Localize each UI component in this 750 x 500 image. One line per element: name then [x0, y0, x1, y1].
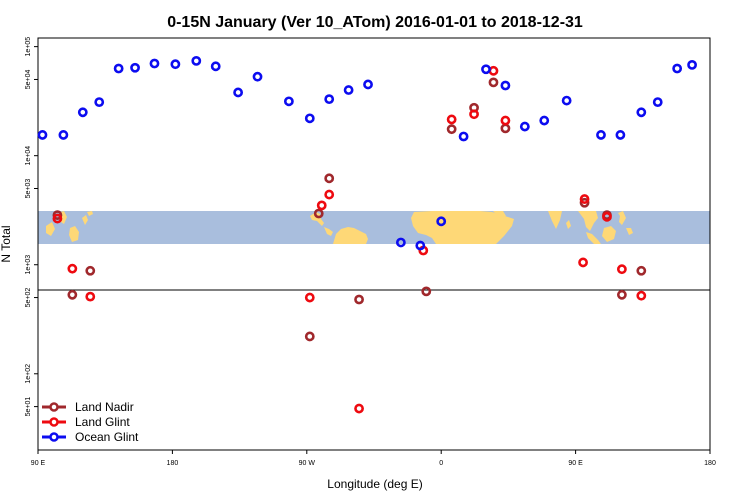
- point-land-nadir: [52, 210, 63, 221]
- point-ocean-glint: [519, 121, 530, 132]
- point-ocean-glint: [77, 107, 88, 118]
- point-land-glint: [578, 257, 588, 268]
- point-land-glint: [636, 290, 647, 301]
- legend-item-ocean-glint: Ocean Glint: [42, 430, 139, 444]
- point-ocean-glint: [500, 80, 511, 91]
- point-land-glint: [316, 200, 327, 211]
- point-ocean-glint: [458, 131, 469, 142]
- x-axis-label: Longitude (deg E): [327, 477, 422, 491]
- point-ocean-glint: [304, 113, 315, 124]
- point-land-nadir: [85, 265, 96, 276]
- point-land-glint: [500, 115, 511, 126]
- point-ocean-glint: [436, 216, 447, 227]
- legend-label-land-nadir: Land Nadir: [75, 400, 134, 414]
- point-land-nadir: [446, 124, 457, 135]
- point-ocean-glint: [539, 115, 550, 126]
- point-ocean-glint: [636, 107, 647, 118]
- legend-item-land-glint: Land Glint: [42, 415, 130, 429]
- point-ocean-glint: [283, 96, 294, 107]
- point-land-glint: [446, 114, 457, 125]
- x-tick-label: 90 E: [31, 460, 46, 467]
- point-ocean-glint: [652, 97, 663, 108]
- x-tick-label: 0: [439, 460, 443, 467]
- plot-axes: [37, 37, 711, 451]
- point-ocean-glint: [37, 130, 48, 140]
- point-ocean-glint: [252, 71, 263, 82]
- point-ocean-glint: [58, 130, 69, 140]
- legend-marker-ocean-glint: [49, 432, 59, 442]
- point-land-glint: [52, 213, 63, 224]
- point-land-nadir: [579, 197, 590, 208]
- legend-marker-land-nadir: [49, 402, 59, 412]
- point-ocean-glint: [130, 62, 140, 73]
- x-axis: 90 E 180 90 W 0 90 E 180: [31, 450, 716, 467]
- point-land-nadir: [304, 331, 315, 342]
- legend: Land Nadir Land Glint Ocean Glint: [42, 400, 139, 444]
- chart-title: 0-15N January (Ver 10_ATom) 2016-01-01 t…: [167, 14, 583, 31]
- point-land-glint: [67, 263, 78, 274]
- y-axis: 5e+01 1e+02 5e+02 1e+03 5e+03 1e+04 5e+04 1e+05: [25, 37, 38, 417]
- point-land-glint: [602, 211, 612, 222]
- y-tick-label: 5e+01: [25, 397, 32, 417]
- y-tick-label: 1e+05: [25, 37, 32, 57]
- y-tick-label: 5e+03: [25, 179, 32, 199]
- point-land-nadir: [488, 77, 499, 88]
- point-ocean-glint: [615, 130, 626, 140]
- x-tick-label: 180: [167, 460, 179, 467]
- world-map-band: [38, 211, 710, 244]
- point-ocean-glint: [363, 79, 373, 90]
- point-ocean-glint: [191, 55, 202, 66]
- point-ocean-glint: [415, 240, 426, 251]
- legend-label-land-glint: Land Glint: [75, 415, 130, 429]
- plot-frame: [37, 37, 711, 451]
- y-tick-label: 1e+02: [25, 364, 32, 384]
- point-land-glint: [616, 264, 627, 275]
- point-land-nadir: [616, 289, 627, 300]
- y-tick-label: 1e+04: [25, 146, 32, 166]
- map-ocean: [38, 211, 710, 244]
- point-ocean-glint: [149, 58, 160, 69]
- point-ocean-glint: [672, 63, 683, 74]
- point-ocean-glint: [687, 59, 697, 70]
- point-ocean-glint: [233, 87, 244, 98]
- x-tick-label: 90 E: [568, 460, 583, 467]
- point-ocean-glint: [324, 94, 335, 105]
- point-land-nadir: [313, 208, 324, 219]
- y-axis-label: N Total: [0, 225, 13, 262]
- data-points: [37, 55, 697, 414]
- point-land-glint: [354, 403, 364, 414]
- y-tick-label: 1e+03: [25, 255, 32, 275]
- x-tick-label: 90 W: [299, 460, 316, 467]
- point-land-nadir: [421, 286, 432, 297]
- point-land-glint: [469, 109, 479, 120]
- point-land-nadir: [636, 265, 647, 276]
- point-ocean-glint: [481, 64, 491, 75]
- point-land-nadir: [67, 289, 78, 300]
- y-tick-label: 5e+02: [25, 288, 32, 308]
- point-ocean-glint: [170, 59, 181, 70]
- x-tick-label: 180: [704, 460, 716, 467]
- point-ocean-glint: [395, 237, 406, 248]
- point-ocean-glint: [113, 63, 124, 74]
- point-land-glint: [324, 189, 335, 200]
- legend-marker-land-glint: [49, 417, 59, 427]
- point-land-glint: [85, 291, 96, 302]
- point-ocean-glint: [343, 85, 354, 95]
- map-land: [46, 211, 633, 244]
- point-land-nadir: [324, 173, 335, 184]
- y-tick-label: 5e+04: [25, 70, 32, 90]
- legend-label-ocean-glint: Ocean Glint: [75, 430, 139, 444]
- point-land-glint: [579, 194, 590, 204]
- point-ocean-glint: [94, 97, 105, 108]
- point-ocean-glint: [210, 61, 221, 72]
- point-ocean-glint: [596, 130, 606, 140]
- point-ocean-glint: [561, 95, 572, 106]
- legend-item-land-nadir: Land Nadir: [42, 400, 134, 414]
- point-land-nadir: [354, 294, 364, 305]
- point-land-glint: [304, 292, 315, 303]
